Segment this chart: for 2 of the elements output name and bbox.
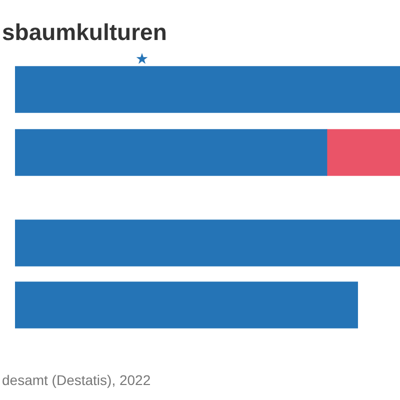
- chart-title: sbaumkulturen: [2, 19, 167, 45]
- text: desamt (Destatis), 2022: [2, 372, 151, 389]
